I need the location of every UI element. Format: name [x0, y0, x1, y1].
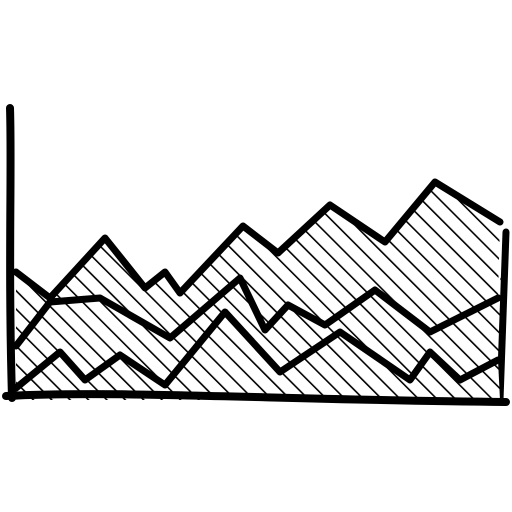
middle-area-outline	[12, 274, 502, 350]
right-edge-line	[496, 228, 510, 404]
back-area-fill	[16, 182, 500, 346]
back-area-layer	[12, 178, 504, 346]
back-area-outline	[12, 178, 504, 302]
y-axis-line	[6, 104, 16, 402]
x-axis-line	[2, 390, 510, 406]
front-area-layer	[12, 308, 502, 400]
middle-area-fill	[16, 232, 506, 388]
middle-area-layer	[12, 228, 510, 404]
front-area-fill	[16, 312, 500, 400]
front-area-outline	[12, 308, 502, 392]
chart-axes	[2, 104, 510, 406]
